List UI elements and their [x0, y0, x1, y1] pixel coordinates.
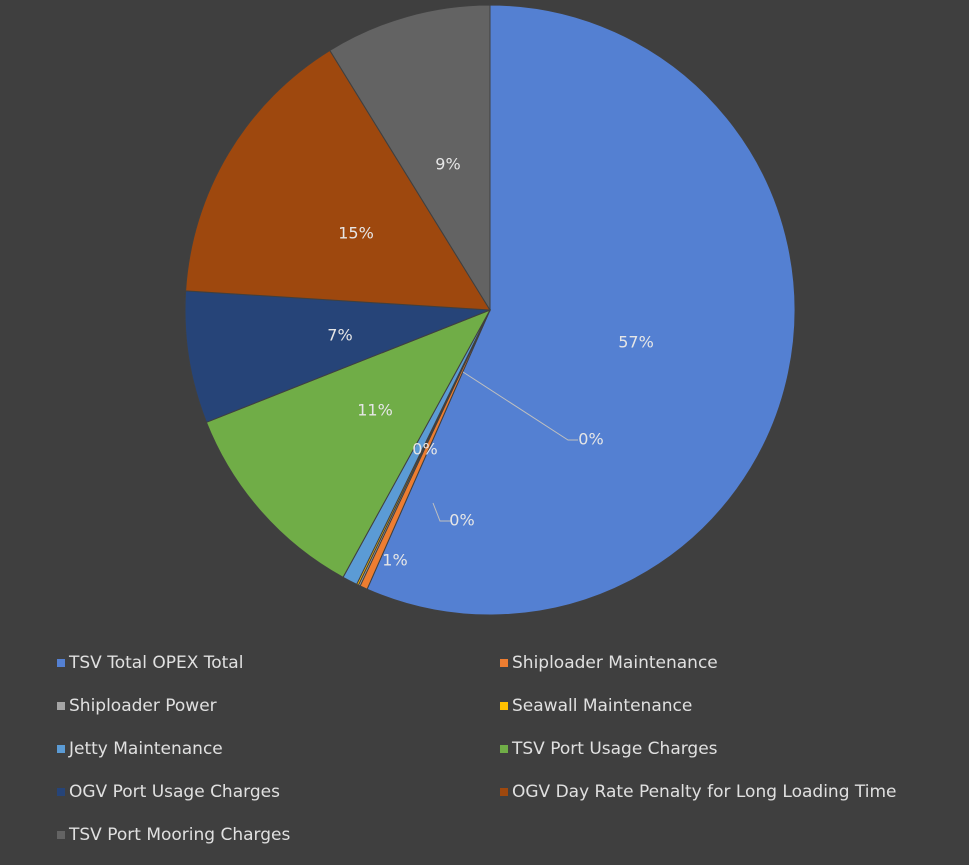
legend-label: TSV Port Mooring Charges [68, 825, 290, 845]
pie-slice [205, 309, 492, 578]
data-label: 11% [357, 401, 393, 420]
legend-swatch [500, 659, 508, 667]
legend-swatch [57, 659, 65, 667]
data-label: 0% [412, 440, 437, 459]
data-label: 0% [449, 511, 474, 530]
leader-line [462, 371, 578, 441]
legend-swatch [57, 788, 65, 796]
legend-swatch [500, 702, 508, 710]
legend-label: Jetty Maintenance [68, 739, 223, 759]
pie-slice [184, 290, 491, 423]
legend-swatch [500, 788, 508, 796]
leader-lines [432, 371, 578, 522]
data-label: 7% [327, 326, 352, 345]
pie [184, 4, 796, 616]
pie-slice [185, 49, 491, 311]
data-label: 1% [382, 551, 407, 570]
pie-slice [329, 4, 491, 312]
legend-label: Seawall Maintenance [512, 696, 692, 716]
leader-line [432, 502, 452, 522]
legend-label: OGV Day Rate Penalty for Long Loading Ti… [512, 782, 897, 802]
data-label: 0% [578, 430, 603, 449]
legend-label: TSV Port Usage Charges [511, 739, 718, 759]
data-label: 57% [618, 333, 654, 352]
legend-swatch [500, 745, 508, 753]
legend-swatch [57, 831, 65, 839]
legend-swatch [57, 702, 65, 710]
legend-label: Shiploader Maintenance [512, 653, 718, 673]
legend-label: OGV Port Usage Charges [69, 782, 280, 802]
pie-slice [366, 4, 796, 616]
legend-swatch [57, 745, 65, 753]
legend-label: TSV Total OPEX Total [68, 653, 243, 673]
data-label: 15% [338, 224, 374, 243]
data-label: 9% [435, 155, 460, 174]
legend-label: Shiploader Power [69, 696, 217, 716]
